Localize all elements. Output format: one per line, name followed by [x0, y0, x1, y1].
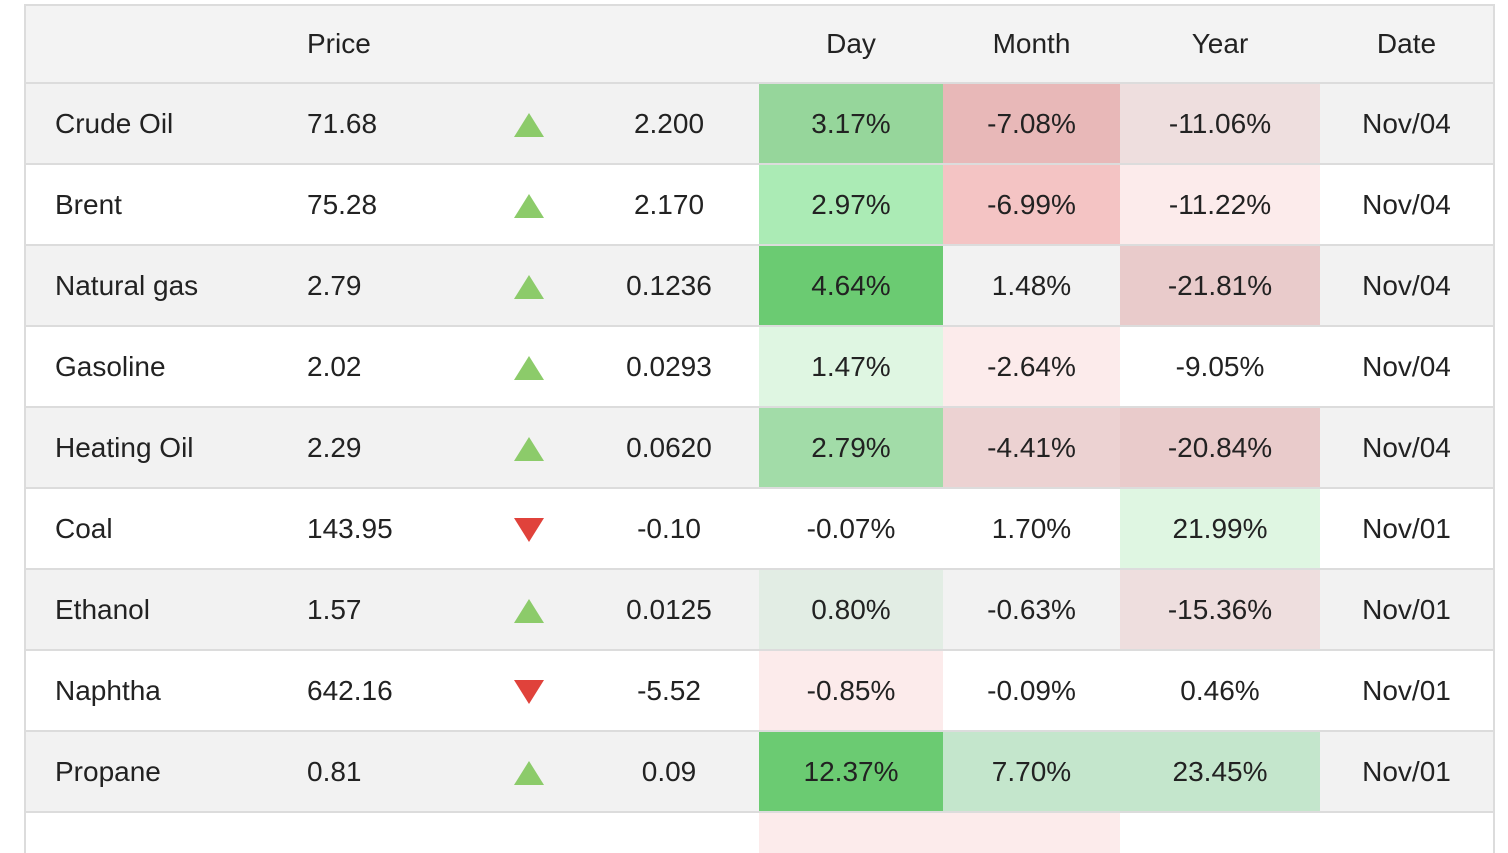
header-arrow — [479, 5, 579, 84]
change-value: -0.10 — [579, 488, 759, 570]
table-row: Heating Oil 2.29 0.0620 2.79% -4.41% -20… — [25, 407, 1494, 489]
commodity-name-link[interactable]: Brent — [25, 164, 279, 246]
day-percent: 0.80% — [759, 569, 943, 651]
change-value: 0.0125 — [579, 569, 759, 651]
up-arrow-icon — [514, 194, 544, 219]
price-value: 71.68 — [279, 83, 479, 165]
month-percent: 1.48% — [943, 245, 1120, 327]
header-date[interactable]: Date — [1320, 5, 1494, 84]
date-value: Nov/01 — [1320, 488, 1494, 570]
month-percent: -7.08% — [943, 83, 1120, 165]
date-value: Nov/04 — [1320, 245, 1494, 327]
year-percent: 0.46% — [1120, 650, 1320, 732]
month-percent: -0.09% — [943, 650, 1120, 732]
change-value: 2.200 — [579, 83, 759, 165]
month-percent: -0.63% — [943, 569, 1120, 651]
header-month[interactable]: Month — [943, 5, 1120, 84]
table-row-partial — [25, 812, 1494, 853]
table-row: Gasoline 2.02 0.0293 1.47% -2.64% -9.05%… — [25, 326, 1494, 408]
price-value: 2.02 — [279, 326, 479, 408]
date-value: Nov/04 — [1320, 407, 1494, 489]
table-row: Natural gas 2.79 0.1236 4.64% 1.48% -21.… — [25, 245, 1494, 327]
day-percent: 4.64% — [759, 245, 943, 327]
commodity-name-link[interactable]: Crude Oil — [25, 83, 279, 165]
day-percent: 3.17% — [759, 83, 943, 165]
month-percent: -2.64% — [943, 326, 1120, 408]
up-arrow-icon — [514, 761, 544, 786]
month-percent — [943, 812, 1120, 853]
year-percent: -21.81% — [1120, 245, 1320, 327]
up-arrow-icon — [514, 275, 544, 300]
change-value: 0.09 — [579, 731, 759, 813]
date-value: Nov/04 — [1320, 164, 1494, 246]
table-row: Brent 75.28 2.170 2.97% -6.99% -11.22% N… — [25, 164, 1494, 246]
month-percent: -4.41% — [943, 407, 1120, 489]
year-percent: -20.84% — [1120, 407, 1320, 489]
day-percent: 2.97% — [759, 164, 943, 246]
commodity-name-link[interactable]: Naphtha — [25, 650, 279, 732]
table-row: Propane 0.81 0.09 12.37% 7.70% 23.45% No… — [25, 731, 1494, 813]
commodity-name-link[interactable]: Ethanol — [25, 569, 279, 651]
day-percent: 1.47% — [759, 326, 943, 408]
commodities-table-container: Price Day Month Year Date Crude Oil 71.6… — [24, 4, 1495, 853]
commodity-name-link[interactable]: Coal — [25, 488, 279, 570]
month-percent: -6.99% — [943, 164, 1120, 246]
commodity-name-link[interactable]: Propane — [25, 731, 279, 813]
price-value: 2.79 — [279, 245, 479, 327]
month-percent: 1.70% — [943, 488, 1120, 570]
year-percent: -11.22% — [1120, 164, 1320, 246]
day-percent — [759, 812, 943, 853]
date-value: Nov/01 — [1320, 569, 1494, 651]
up-arrow-icon — [514, 437, 544, 462]
down-arrow-icon — [514, 518, 544, 543]
commodity-name-link[interactable]: Heating Oil — [25, 407, 279, 489]
header-price[interactable]: Price — [279, 5, 479, 84]
month-percent: 7.70% — [943, 731, 1120, 813]
price-value: 2.29 — [279, 407, 479, 489]
table-row: Ethanol 1.57 0.0125 0.80% -0.63% -15.36%… — [25, 569, 1494, 651]
change-value: 0.0293 — [579, 326, 759, 408]
table-row: Coal 143.95 -0.10 -0.07% 1.70% 21.99% No… — [25, 488, 1494, 570]
table-row: Naphtha 642.16 -5.52 -0.85% -0.09% 0.46%… — [25, 650, 1494, 732]
day-percent: -0.07% — [759, 488, 943, 570]
price-value: 642.16 — [279, 650, 479, 732]
date-value: Nov/04 — [1320, 83, 1494, 165]
price-value: 143.95 — [279, 488, 479, 570]
price-value: 75.28 — [279, 164, 479, 246]
day-percent: 12.37% — [759, 731, 943, 813]
price-value: 0.81 — [279, 731, 479, 813]
down-arrow-icon — [514, 680, 544, 705]
change-value: 2.170 — [579, 164, 759, 246]
day-percent: 2.79% — [759, 407, 943, 489]
year-percent: -15.36% — [1120, 569, 1320, 651]
year-percent: -11.06% — [1120, 83, 1320, 165]
price-value: 1.57 — [279, 569, 479, 651]
commodities-table: Price Day Month Year Date Crude Oil 71.6… — [24, 4, 1495, 853]
date-value: Nov/01 — [1320, 650, 1494, 732]
commodity-name-link[interactable]: Natural gas — [25, 245, 279, 327]
header-change — [579, 5, 759, 84]
year-percent: -9.05% — [1120, 326, 1320, 408]
up-arrow-icon — [514, 356, 544, 381]
year-percent: 23.45% — [1120, 731, 1320, 813]
up-arrow-icon — [514, 599, 544, 624]
year-percent: 21.99% — [1120, 488, 1320, 570]
day-percent: -0.85% — [759, 650, 943, 732]
date-value: Nov/01 — [1320, 731, 1494, 813]
header-day[interactable]: Day — [759, 5, 943, 84]
change-value: -5.52 — [579, 650, 759, 732]
header-year[interactable]: Year — [1120, 5, 1320, 84]
commodity-name-link[interactable]: Gasoline — [25, 326, 279, 408]
change-value: 0.0620 — [579, 407, 759, 489]
up-arrow-icon — [514, 113, 544, 138]
table-row: Crude Oil 71.68 2.200 3.17% -7.08% -11.0… — [25, 83, 1494, 165]
header-row: Price Day Month Year Date — [25, 5, 1494, 84]
change-value: 0.1236 — [579, 245, 759, 327]
date-value: Nov/04 — [1320, 326, 1494, 408]
header-name — [25, 5, 279, 84]
